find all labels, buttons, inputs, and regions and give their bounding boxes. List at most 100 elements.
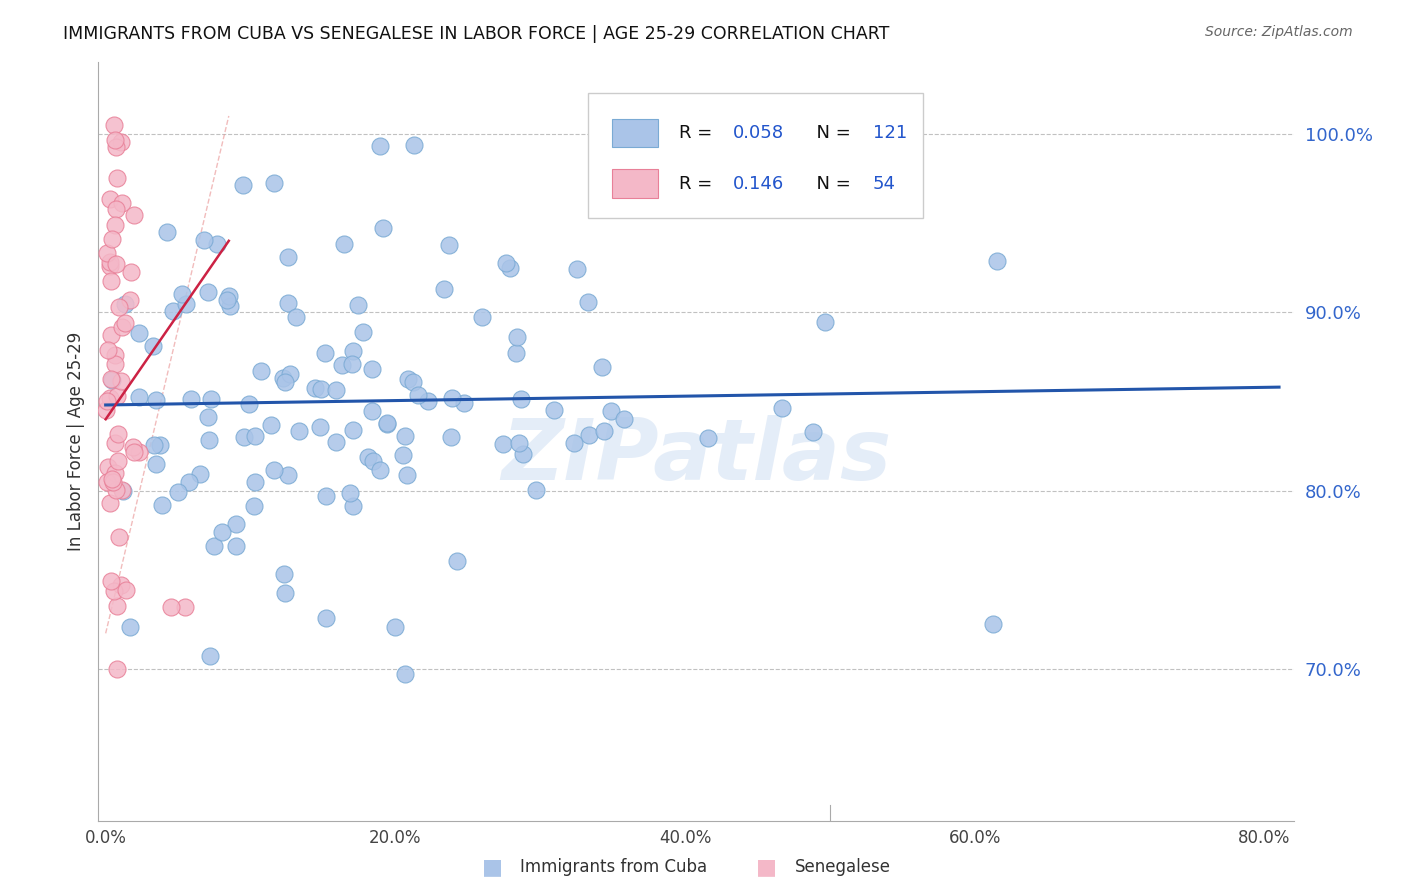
Point [120, 265, 142, 279]
Point [174, 599, 197, 614]
Point [325, 435, 347, 450]
Point [278, 367, 301, 381]
Text: R =: R = [679, 175, 718, 193]
Point [384, 620, 406, 634]
Point [96, 403, 118, 417]
Point [225, 516, 247, 531]
Point [277, 467, 299, 482]
Point [277, 250, 299, 264]
Point [200, 392, 222, 406]
Point [218, 288, 240, 302]
Point [510, 392, 533, 407]
Point [813, 315, 835, 329]
Point [156, 225, 179, 239]
Point [394, 428, 416, 442]
Point [219, 299, 242, 313]
Point [263, 176, 285, 190]
Point [105, 662, 128, 676]
Point [105, 483, 128, 497]
Point [437, 238, 460, 252]
Point [394, 667, 416, 681]
Point [122, 440, 145, 454]
Point [225, 539, 247, 553]
Point [107, 427, 129, 442]
Bar [613, 169, 658, 198]
Point [342, 343, 364, 358]
Point [149, 438, 172, 452]
Point [105, 140, 128, 154]
Point [128, 390, 150, 404]
Point [333, 236, 356, 251]
Point [101, 232, 124, 246]
Text: 0.058: 0.058 [733, 124, 785, 142]
Point [122, 208, 145, 222]
Point [309, 383, 332, 397]
Point [232, 178, 254, 193]
Point [114, 317, 136, 331]
Point [330, 358, 353, 372]
Point [377, 417, 399, 431]
Point [150, 498, 173, 512]
Point [446, 554, 468, 568]
Point [170, 286, 193, 301]
Point [96, 394, 118, 409]
Point [599, 404, 621, 418]
Point [395, 468, 418, 483]
Point [315, 489, 337, 503]
Point [453, 396, 475, 410]
Text: 54: 54 [873, 175, 896, 193]
Point [368, 463, 391, 477]
Point [107, 300, 129, 314]
Point [198, 649, 221, 664]
Point [325, 384, 347, 398]
Point [111, 483, 134, 498]
Point [433, 282, 456, 296]
Point [215, 293, 238, 307]
Point [981, 617, 1004, 632]
Point [103, 118, 125, 132]
Point [273, 585, 295, 599]
Point [495, 256, 517, 270]
Point [107, 453, 129, 467]
Point [197, 285, 219, 299]
Point [339, 486, 361, 500]
Point [346, 297, 368, 311]
Point [361, 454, 384, 468]
Point [101, 475, 124, 489]
Point [98, 259, 121, 273]
Point [271, 370, 294, 384]
Point [273, 566, 295, 581]
Point [801, 425, 824, 439]
Point [177, 475, 200, 489]
Point [277, 296, 299, 310]
Point [243, 475, 266, 489]
Text: 0.146: 0.146 [733, 175, 785, 193]
Point [114, 297, 136, 311]
Point [508, 436, 530, 450]
Point [315, 611, 337, 625]
Point [406, 388, 429, 402]
Point [101, 373, 124, 387]
Text: ■: ■ [482, 857, 502, 877]
Point [111, 320, 134, 334]
Point [697, 431, 720, 445]
Point [770, 401, 793, 415]
Point [593, 424, 616, 438]
Point [211, 525, 233, 540]
Point [260, 417, 283, 432]
Point [576, 295, 599, 310]
Point [207, 236, 229, 251]
Point [145, 392, 167, 407]
Point [249, 364, 271, 378]
Point [396, 372, 419, 386]
Point [368, 139, 391, 153]
Point [284, 310, 307, 325]
Point [416, 393, 439, 408]
Point [108, 530, 131, 544]
Text: 121: 121 [873, 124, 907, 142]
FancyBboxPatch shape [589, 93, 922, 218]
Point [96, 475, 118, 489]
Point [174, 297, 197, 311]
Point [120, 620, 142, 634]
Point [304, 381, 326, 395]
